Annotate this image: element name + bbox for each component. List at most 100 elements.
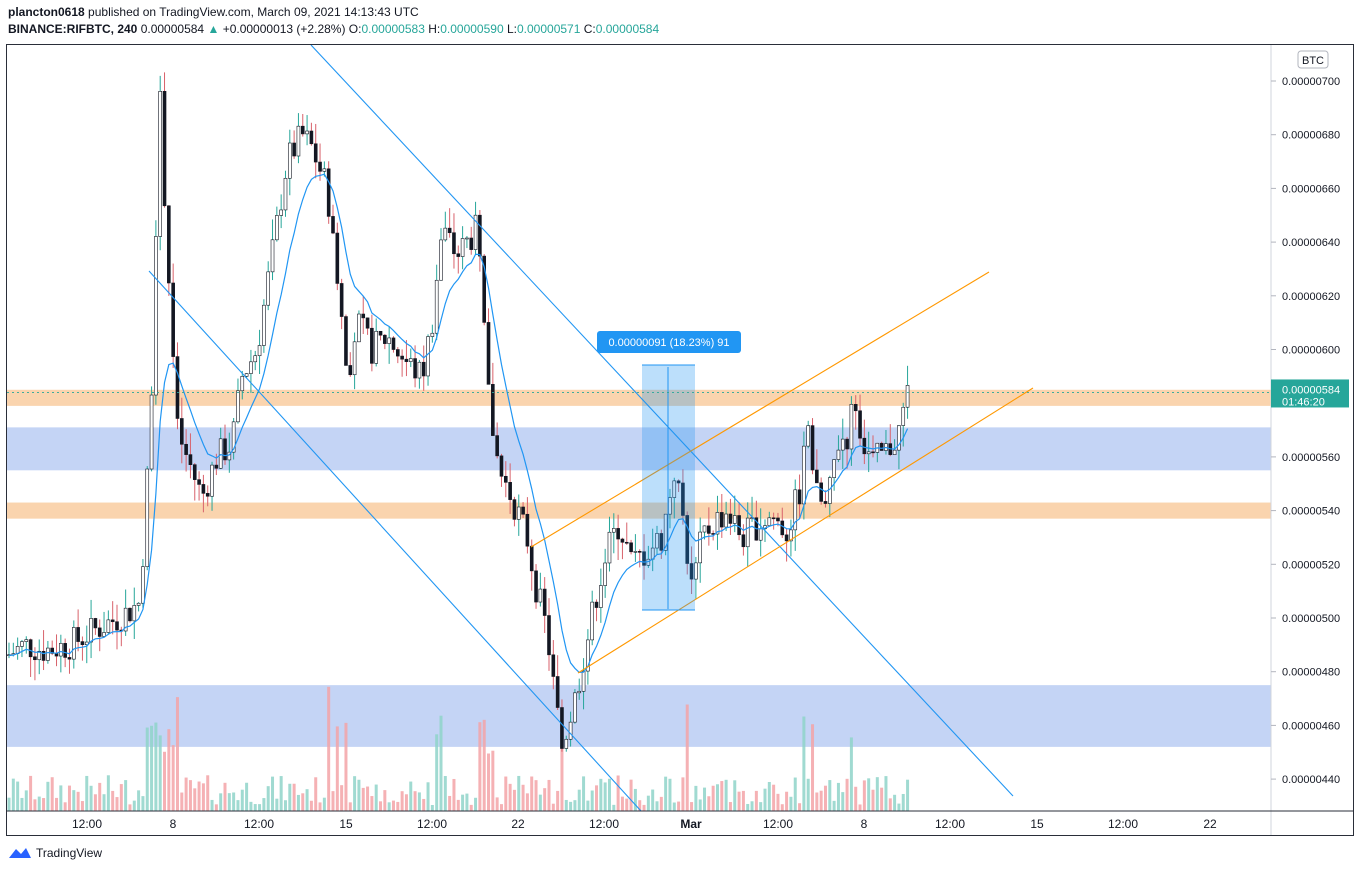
candle-body	[771, 517, 776, 520]
x-tick-label: 8	[861, 817, 868, 831]
y-tick-label: 0.00000640	[1282, 237, 1340, 249]
volume-bar	[543, 788, 547, 811]
volume-bar	[465, 793, 469, 811]
candle-body	[365, 317, 370, 329]
last-price-badge	[1271, 379, 1349, 408]
candle-body	[292, 142, 296, 157]
x-tick-label: Mar	[680, 817, 702, 831]
volume-bar	[98, 782, 102, 811]
symbol-label: BINANCE:RIFBTC, 240	[8, 22, 138, 36]
currency-badge[interactable]: BTC	[1302, 55, 1324, 67]
candle-body	[387, 337, 391, 344]
volume-bar	[180, 792, 184, 811]
candle-body	[707, 525, 711, 534]
volume-bar	[128, 804, 132, 811]
candle-body	[97, 627, 102, 637]
volume-bar	[400, 791, 404, 811]
y-tick-label: 0.00000540	[1282, 506, 1340, 518]
volume-bar	[703, 787, 707, 811]
volume-bar	[154, 722, 158, 811]
volume-bar	[448, 795, 452, 811]
candle-body	[400, 355, 404, 360]
candle-body	[201, 484, 206, 494]
volume-bar	[353, 776, 357, 811]
candle-body	[767, 517, 772, 526]
x-tick-label: 8	[170, 817, 177, 831]
candle-body	[357, 313, 361, 343]
volume-bar	[651, 789, 655, 811]
volume-bar	[29, 775, 33, 811]
y-tick-label: 0.00000600	[1282, 345, 1340, 357]
candle-body	[551, 654, 556, 677]
candle-body	[499, 455, 504, 477]
tradingview-logo[interactable]: TradingView	[8, 846, 102, 860]
candle-body	[50, 647, 55, 654]
candle-body	[810, 425, 815, 471]
price-axis[interactable]: BTC 0.00000700 0.00000680 0.00000660 0.0000…	[1270, 45, 1349, 835]
candle-body	[20, 641, 24, 647]
candle-body	[145, 468, 150, 567]
candle-body	[871, 451, 875, 454]
candle-body	[188, 454, 193, 465]
volume-bar	[823, 785, 827, 811]
volume-bar	[232, 792, 236, 811]
volume-bar	[582, 776, 586, 811]
candle-body	[741, 534, 746, 548]
candle-body	[478, 214, 482, 257]
author-name[interactable]: plancton0618	[8, 5, 85, 19]
volume-bar	[832, 800, 836, 811]
volume-bar	[305, 789, 309, 811]
price-change: +0.00000013 (+2.28%)	[222, 22, 346, 36]
drawings-layer: 0.00000091 (18.23%) 91	[7, 45, 1271, 812]
candle-body	[318, 161, 322, 172]
candle-body	[132, 605, 137, 622]
price-chart[interactable]: 0.00000091 (18.23%) 91 BTC 0.00000700 0.0…	[7, 45, 1353, 835]
candle-body	[231, 421, 236, 453]
volume-bar	[417, 792, 421, 811]
candle-body	[335, 232, 340, 284]
volume-bar	[249, 801, 253, 811]
downtrend-line-lower	[148, 270, 642, 812]
channel-upper-line	[530, 271, 990, 548]
volume-bar	[63, 802, 67, 811]
volume-bar	[642, 804, 646, 811]
volume-bar	[625, 798, 629, 811]
volume-bar	[175, 697, 179, 811]
candle-body	[802, 445, 806, 505]
volume-bar	[318, 802, 322, 811]
candle-body	[84, 641, 89, 646]
x-tick-label: 12:00	[589, 817, 619, 831]
candle-body	[629, 542, 633, 553]
volume-bar	[80, 801, 84, 811]
volume-bar	[901, 793, 905, 811]
volume-bar	[258, 804, 262, 811]
volume-bar	[491, 750, 495, 811]
candle-body	[136, 602, 141, 606]
candle-body	[845, 438, 849, 450]
volume-bar	[163, 751, 167, 811]
candle-body	[80, 641, 85, 646]
volume-bar	[871, 789, 875, 811]
candle-body	[434, 279, 439, 334]
candle-body	[305, 130, 309, 135]
candle-body	[417, 361, 422, 379]
volume-bar	[728, 802, 732, 811]
candle-body	[439, 239, 443, 281]
volume-bar	[746, 803, 750, 811]
candle-body	[694, 562, 698, 580]
candle-body	[516, 506, 521, 520]
candle-body	[41, 650, 46, 661]
volume-bar	[776, 793, 780, 811]
candle-body	[655, 533, 659, 549]
volume-layer	[7, 686, 910, 811]
chart-frame[interactable]: 0.00000091 (18.23%) 91 BTC 0.00000700 0.0…	[6, 44, 1354, 836]
volume-bar	[646, 795, 650, 811]
time-axis[interactable]: 12:00 8 12:00 15 12:00 22 12:00 Mar 12:00 8 12:00 1…	[7, 810, 1353, 831]
volume-bar	[620, 796, 624, 811]
volume-bar	[888, 798, 892, 811]
countdown-label: 01:46:20	[1282, 396, 1325, 408]
volume-bar	[197, 781, 201, 811]
volume-bar	[327, 686, 331, 811]
volume-bar	[145, 727, 149, 811]
brand-label: TradingView	[36, 846, 103, 860]
